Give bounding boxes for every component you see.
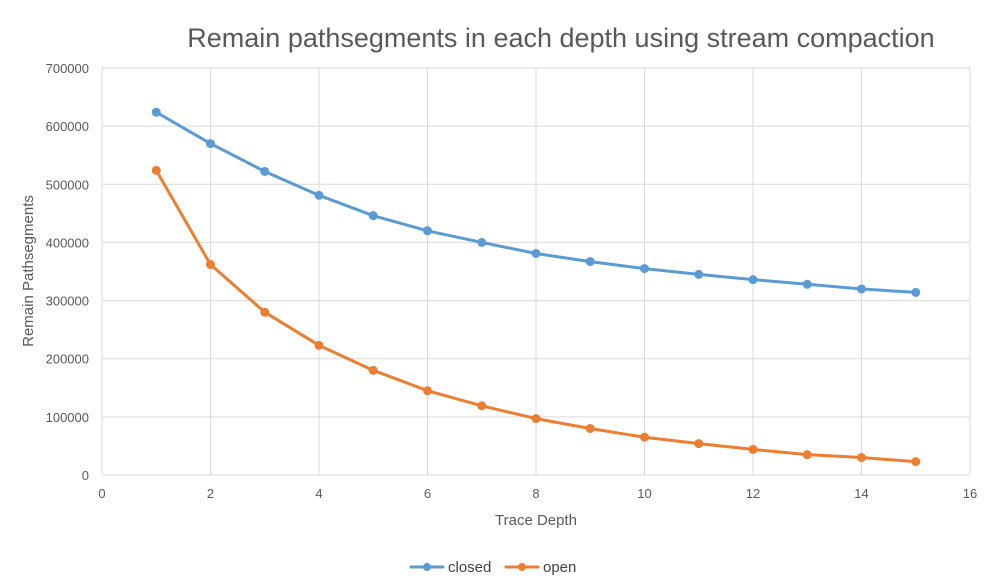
legend-label-closed: closed <box>448 559 491 576</box>
series-point-closed <box>640 264 649 274</box>
series-point-open <box>368 365 378 375</box>
legend-marker-closed <box>423 563 431 571</box>
series-point-closed <box>314 190 324 200</box>
series-point-closed <box>748 275 758 285</box>
x-tick-label: 8 <box>532 486 539 501</box>
x-tick-label: 14 <box>854 486 868 501</box>
series-point-closed <box>368 211 378 221</box>
data-series <box>151 107 921 467</box>
series-point-open <box>802 450 812 460</box>
chart-title-group: Remain pathsegments in each depth using … <box>187 23 934 53</box>
x-tick-label: 6 <box>424 486 431 501</box>
series-point-open <box>423 386 432 396</box>
series-point-open <box>314 340 324 350</box>
x-tick-label: 16 <box>963 486 977 501</box>
x-tick-label: 12 <box>746 486 760 501</box>
x-tick-label: 4 <box>315 486 322 501</box>
series-point-open <box>640 432 649 442</box>
series-point-closed <box>477 237 487 247</box>
series-point-open <box>694 439 704 449</box>
x-tick-label: 10 <box>637 486 651 501</box>
y-tick-label: 400000 <box>46 235 89 250</box>
series-point-closed <box>802 279 812 289</box>
y-tick-label: 300000 <box>46 294 89 309</box>
tick-labels: 0 2 4 6 8 10 12 14 16 0 100000 200000 300000 400000 50… <box>46 61 978 501</box>
y-tick-label: 600000 <box>46 119 89 134</box>
series-point-closed <box>857 284 866 294</box>
axis-titles: Trace Depth Remain Pathsegments <box>20 195 577 529</box>
series-point-open <box>260 307 270 317</box>
series-point-open <box>477 401 487 411</box>
x-axis-title: Trace Depth <box>495 512 577 529</box>
series-point-open <box>857 453 866 463</box>
chart-title: Remain pathsegments in each depth using … <box>187 23 934 53</box>
y-tick-label: 700000 <box>46 61 89 76</box>
x-tick-label: 0 <box>98 486 105 501</box>
y-tick-label: 200000 <box>46 352 89 367</box>
x-tick-label: 2 <box>207 486 214 501</box>
legend: closed open <box>409 559 576 576</box>
y-tick-label: 0 <box>82 468 89 483</box>
series-point-closed <box>206 139 215 149</box>
series-point-closed <box>151 107 161 117</box>
series-point-closed <box>585 257 595 267</box>
series-point-open <box>585 423 595 433</box>
series-point-open <box>748 444 758 454</box>
gridlines <box>101 67 971 476</box>
series-point-open <box>151 165 161 175</box>
series-point-open <box>206 260 215 270</box>
legend-label-open: open <box>543 559 576 576</box>
series-point-closed <box>423 226 432 236</box>
series-point-open <box>911 457 921 467</box>
series-point-open <box>531 414 541 424</box>
y-tick-label: 500000 <box>46 177 89 192</box>
legend-marker-open <box>518 563 526 571</box>
y-axis-title: Remain Pathsegments <box>20 195 37 347</box>
y-tick-label: 100000 <box>46 410 89 425</box>
series-point-closed <box>260 166 270 176</box>
series-point-closed <box>694 269 704 279</box>
series-point-closed <box>911 287 921 297</box>
series-point-closed <box>531 248 541 258</box>
